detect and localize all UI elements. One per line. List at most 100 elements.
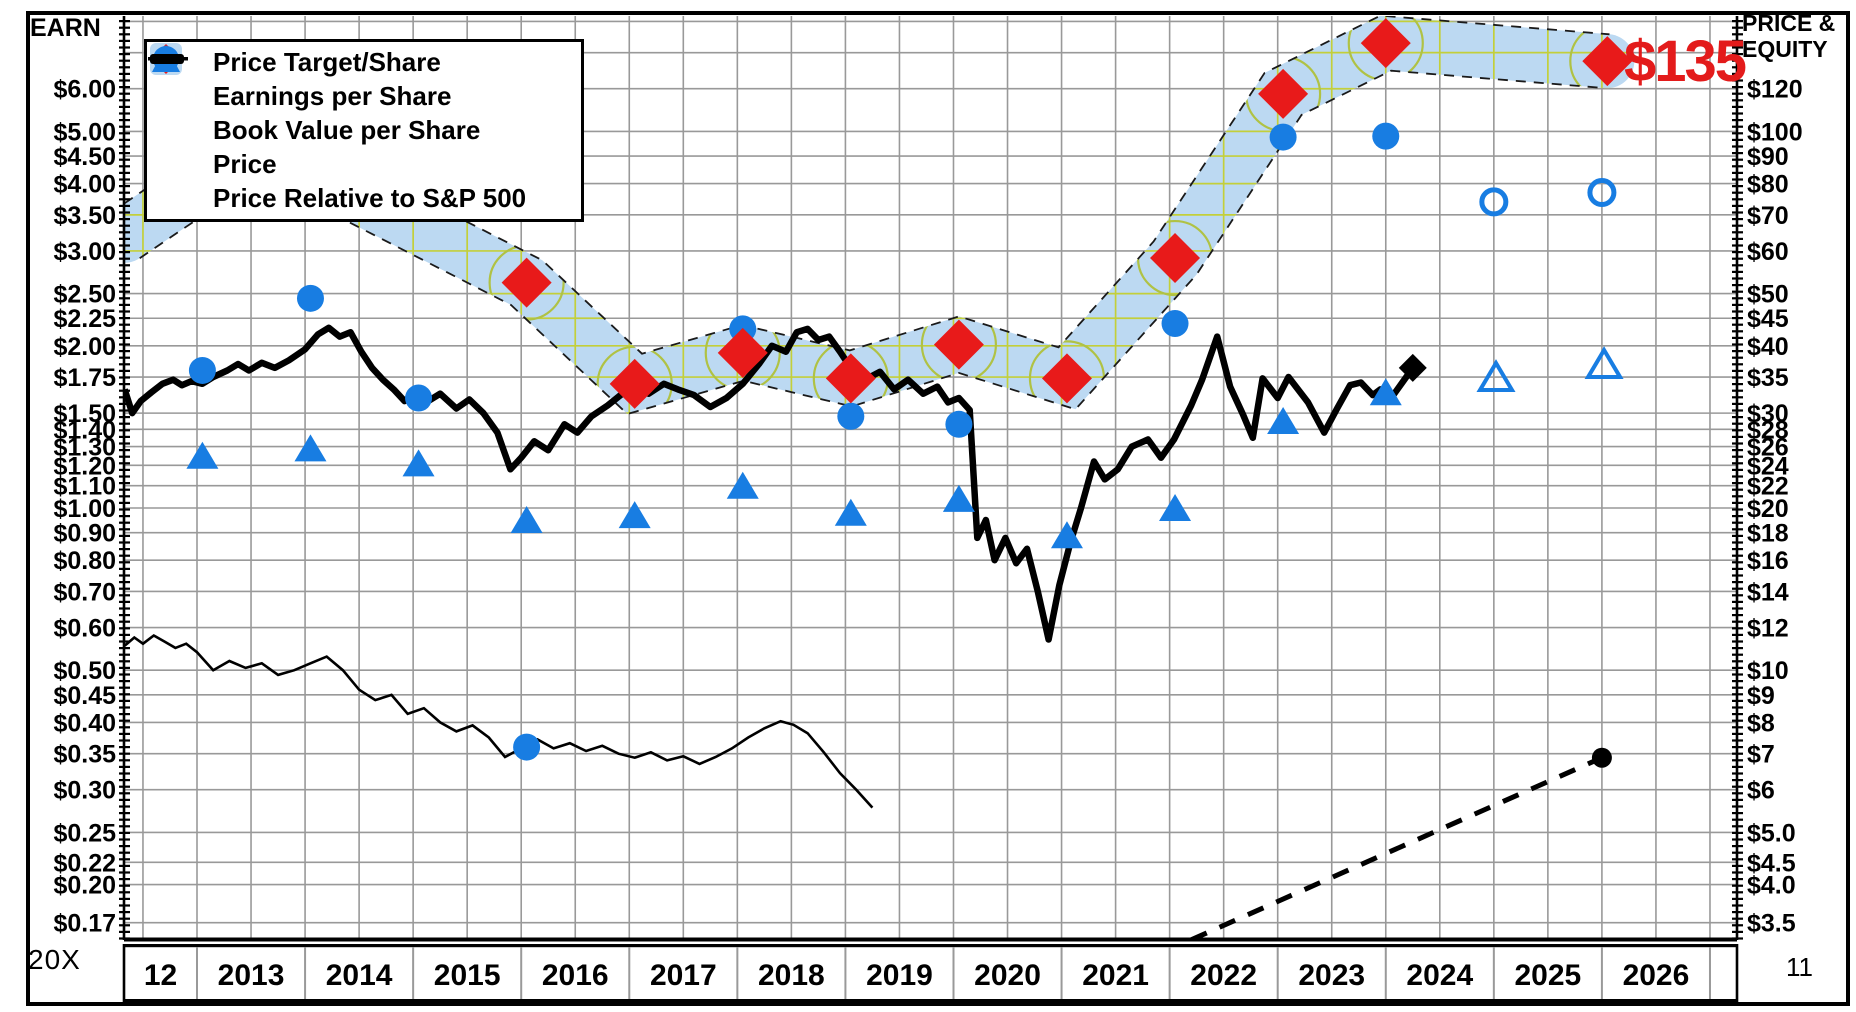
price-target-marker	[717, 327, 768, 378]
left-axis-tick-label: $4.50	[53, 143, 116, 171]
year-label: 12	[144, 959, 177, 992]
left-axis-tick-label: $4.00	[53, 171, 116, 199]
right-axis-tick-label: $4.5	[1747, 849, 1796, 877]
eps-marker	[405, 384, 433, 412]
eps-marker	[945, 410, 973, 438]
right-axis-tick-label: $60	[1747, 238, 1789, 266]
left-axis-tick-label: $0.45	[53, 682, 116, 710]
right-axis-tick-label: $70	[1747, 202, 1789, 230]
year-label: 2025	[1515, 959, 1582, 992]
left-axis-tick-label: $1.40	[53, 416, 116, 444]
left-axis-tick-label: $1.30	[53, 434, 116, 462]
figure-border	[26, 11, 1850, 1006]
projection-end-dot	[1591, 747, 1612, 768]
legend-item: Price Target/Share	[150, 43, 581, 80]
legend-item-label: Price Relative to S&P 500	[213, 182, 527, 213]
right-axis-tick-label: $120	[1747, 76, 1803, 104]
year-label: 2015	[434, 959, 501, 992]
left-axis-tick-label: $0.90	[53, 520, 116, 548]
left-axis-tick-label: $0.20	[53, 872, 116, 900]
year-label: 2021	[1082, 959, 1149, 992]
right-axis-ticks	[1732, 20, 1743, 940]
book-value-marker	[294, 434, 327, 462]
book-value-marker	[1159, 494, 1192, 521]
left-axis-ticks	[119, 20, 130, 940]
price-line	[124, 324, 1416, 643]
plot-bottom-border	[124, 937, 1737, 942]
left-axis-title: EARN	[30, 14, 101, 42]
right-axis-tick-label: $9	[1747, 682, 1775, 710]
plot-area	[124, 16, 1737, 940]
year-label: 2018	[758, 959, 825, 992]
left-axis-tick-label: $5.00	[53, 118, 116, 146]
right-axis-tick-label: $80	[1747, 171, 1789, 199]
left-axis-tick-label: $3.00	[53, 238, 116, 266]
eps-marker	[513, 733, 541, 761]
book-value-estimate-marker	[1476, 359, 1516, 393]
right-axis-title-line1: PRICE &	[1742, 10, 1836, 36]
price-target-marker	[1041, 353, 1092, 404]
eps-estimate-marker	[1479, 187, 1509, 217]
right-axis-tick-label: $35	[1747, 364, 1789, 392]
left-axis-tick-label: $0.40	[53, 709, 116, 737]
right-axis-tick-label: $5.0	[1747, 819, 1796, 847]
price-target-marker	[609, 358, 660, 409]
eps-marker	[1161, 310, 1189, 338]
year-strip-bottom-border	[124, 999, 1737, 1003]
book-value-marker	[510, 506, 543, 534]
left-axis-tick-label: $2.25	[53, 305, 116, 333]
price-target-marker	[1150, 233, 1201, 284]
year-label: 2013	[218, 959, 285, 992]
eps-estimate-marker	[1587, 178, 1617, 208]
eps-marker	[1269, 123, 1297, 151]
left-axis-tick-label: $1.00	[53, 495, 116, 523]
year-strip-top-border	[124, 944, 1737, 948]
right-axis-tick-label: $3.5	[1747, 910, 1796, 938]
left-axis-tick-label: $0.25	[53, 819, 116, 847]
left-axis-tick-label: $3.50	[53, 202, 116, 230]
left-axis-tick-label: $0.80	[53, 547, 116, 575]
year-label: 2016	[542, 959, 609, 992]
book-value-marker	[942, 484, 975, 512]
book-value-marker	[186, 441, 219, 469]
book-value-marker	[402, 449, 435, 477]
eps-marker	[296, 284, 324, 312]
right-axis-tick-label: $20	[1747, 495, 1789, 523]
right-axis-tick-label: $50	[1747, 281, 1789, 309]
right-axis-tick-label: $18	[1747, 520, 1789, 548]
left-axis-tick-label: $0.70	[53, 578, 116, 606]
right-axis-tick-label: $90	[1747, 143, 1789, 171]
book-value-marker	[1050, 521, 1083, 549]
left-axis-tick-label: $1.10	[53, 473, 116, 501]
year-label: 2026	[1623, 959, 1690, 992]
right-axis-tick-label: $45	[1747, 305, 1789, 333]
projection-dashed-line	[1190, 755, 1603, 940]
left-axis-tick-label: $2.50	[53, 281, 116, 309]
eps-marker	[837, 402, 865, 430]
left-axis-tick-label: $1.75	[53, 364, 116, 392]
legend-item: Price	[150, 54, 581, 181]
price-target-marker	[825, 353, 876, 404]
year-label: 2019	[866, 959, 933, 992]
book-value-marker	[834, 498, 867, 526]
right-axis-tick-label: $6	[1747, 777, 1775, 805]
left-axis-tick-label: $0.50	[53, 657, 116, 685]
year-label: 2020	[974, 959, 1041, 992]
right-axis-tick-label: $100	[1747, 118, 1803, 146]
price-end-diamond	[1398, 353, 1427, 382]
eps-marker	[188, 356, 216, 384]
left-axis-tick-label: $0.35	[53, 741, 116, 769]
left-axis-tick-label: $6.00	[53, 76, 116, 104]
pe-multiplier-label: 20X	[28, 944, 81, 975]
price-target-marker	[501, 257, 552, 308]
right-axis-tick-label: $10	[1747, 657, 1789, 685]
right-axis-title-line2: EQUITY	[1742, 36, 1828, 62]
left-axis-tick-label: $1.50	[53, 400, 116, 428]
legend-item: Price Relative to S&P 500	[148, 57, 581, 215]
band-upper-edge	[124, 16, 1610, 355]
price-target-marker	[1360, 18, 1411, 69]
band-cap-start	[124, 208, 152, 263]
right-axis-tick-label: $26	[1747, 434, 1789, 462]
